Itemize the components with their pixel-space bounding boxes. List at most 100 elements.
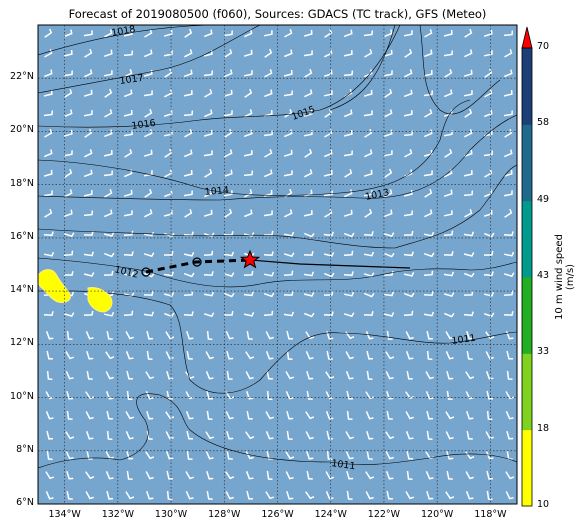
storm-track — [141, 249, 411, 277]
wind-barb-icon — [484, 89, 493, 98]
wind-barb-icon — [186, 350, 193, 360]
past-track-line — [249, 259, 411, 269]
wind-barb-icon — [365, 331, 374, 340]
isobar-label: 1017 — [119, 73, 144, 87]
wind-barb-icon — [164, 148, 173, 158]
wind-barb-icon — [264, 169, 273, 178]
wind-barb-icon — [284, 209, 293, 218]
forecast-position-icon — [192, 257, 202, 267]
wind-barb-icon — [163, 209, 173, 217]
wind-barb-icon — [146, 430, 153, 440]
wind-barb-icon — [503, 231, 514, 237]
wind-barb-icon — [84, 48, 93, 58]
lon-tick-label: 134°W — [48, 509, 81, 520]
wind-barb-icon — [384, 189, 393, 198]
wind-barb-icon — [166, 490, 173, 501]
wind-barb-icon — [364, 292, 375, 298]
wind-barb-icon — [305, 491, 315, 500]
wind-barb-icon — [446, 390, 453, 400]
wind-barb-icon — [443, 210, 453, 217]
wind-barb-icon — [44, 208, 53, 218]
wind-barb-icon — [403, 210, 413, 217]
wind-barb-icon — [445, 331, 455, 340]
wind-barb-icon — [443, 230, 454, 237]
wind-barb-icon — [445, 491, 455, 500]
wind-barb-icon — [204, 88, 213, 98]
wind-barb-icon — [383, 291, 395, 297]
wind-barb-icon — [406, 470, 413, 481]
wind-barb-icon — [166, 390, 173, 400]
wind-barb-icon — [504, 69, 513, 78]
wind-barb-icon — [163, 292, 175, 297]
wind-barb-icon — [503, 30, 514, 37]
wind-barb-icon — [244, 109, 253, 118]
wind-barb-icon — [83, 310, 94, 316]
wind-barb-icon — [443, 292, 455, 297]
wind-barb-icon — [163, 29, 173, 37]
wind-barb-icon — [303, 189, 313, 198]
wind-barb-icon — [224, 69, 233, 78]
wind-barb-icon — [346, 470, 354, 480]
wind-barb-icon — [243, 170, 254, 177]
wind-barb-icon — [265, 491, 275, 500]
wind-barb-icon — [483, 50, 493, 57]
wind-barb-icon — [505, 491, 514, 500]
wind-barb-icon — [343, 291, 355, 297]
wind-barb-icon — [226, 430, 234, 440]
wind-barb-icon — [46, 430, 54, 440]
wind-barb-icon — [264, 148, 273, 158]
wind-barb-icon — [405, 491, 415, 500]
wind-barb-icon — [183, 90, 193, 97]
wind-barb-icon — [263, 30, 273, 37]
wind-barb-icon — [504, 128, 513, 138]
lat-tick-label: 18°N — [10, 177, 34, 189]
wind-barb-icon — [323, 290, 334, 296]
wind-barb-icon — [285, 371, 295, 380]
wind-barb-icon — [264, 48, 273, 58]
wind-barb-icon — [144, 129, 153, 138]
wind-barb-icon — [83, 169, 93, 178]
wind-barb-icon — [125, 331, 134, 340]
wind-barb-icon — [463, 190, 474, 197]
wind-barb-icon — [484, 189, 493, 198]
wind-barb-icon — [143, 231, 155, 237]
wind-barb-icon — [105, 390, 114, 400]
wind-barb-icon — [203, 291, 215, 297]
wind-barb-icon — [123, 271, 135, 277]
wind-barb-icon — [345, 371, 354, 380]
wind-barb-icon — [485, 331, 495, 340]
wind-barb-icon — [66, 390, 74, 400]
wind-barb-icon — [65, 351, 75, 360]
wind-barb-icon — [344, 168, 353, 178]
wind-barb-icon — [123, 230, 134, 236]
wind-barb-icon — [64, 88, 73, 98]
wind-barb-icon — [284, 28, 293, 38]
wind-barb-icon — [243, 232, 255, 237]
wind-barb-icon — [425, 471, 434, 480]
isobar-label: 1014 — [204, 185, 229, 198]
wind-barb-icon — [164, 68, 173, 78]
wind-barb-icon — [423, 149, 433, 157]
wind-barb-icon — [103, 311, 115, 317]
colorbar-tick-label: 18 — [537, 422, 550, 434]
wind-barb-icon — [203, 232, 215, 238]
wind-barb-icon — [105, 351, 115, 360]
wind-barb-icon — [304, 312, 315, 318]
wind-barb-icon — [345, 431, 355, 440]
wind-barb-icon — [45, 491, 54, 500]
wind-barb-icon — [343, 312, 355, 318]
wind-barb-icon — [364, 69, 373, 78]
colorbar — [521, 26, 533, 507]
wind-barb-icon — [405, 411, 414, 420]
wind-barb-icon — [483, 209, 493, 217]
wind-barb-icon — [464, 28, 473, 38]
isobar-1015-b — [419, 25, 501, 115]
wind-barb-icon — [465, 391, 474, 400]
wind-barb-icon — [363, 110, 373, 117]
wind-barb-icon — [263, 109, 273, 117]
wind-barb-icon — [486, 470, 494, 480]
wind-barb-icon — [83, 272, 95, 277]
colorbar-tick-label: 70 — [537, 41, 550, 52]
lon-tick-label: 132°W — [101, 509, 134, 520]
wind-barb-icon — [165, 351, 174, 360]
